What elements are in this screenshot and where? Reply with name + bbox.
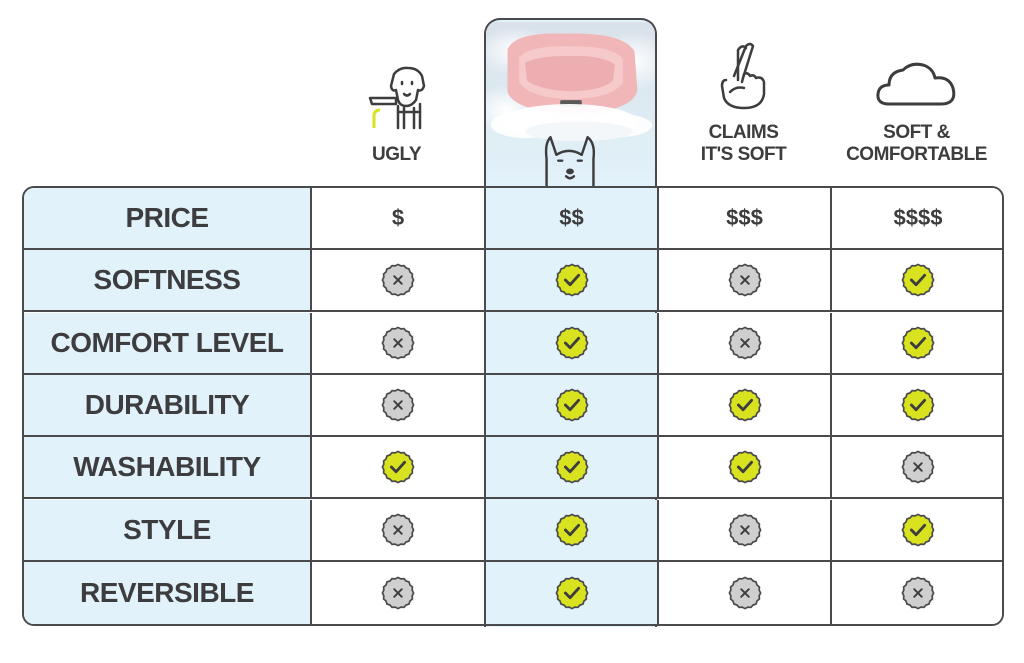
value-cell — [486, 499, 659, 562]
value-cell — [486, 374, 659, 437]
cross-badge-icon — [901, 450, 935, 484]
row-label-cell: DURABILITY — [24, 374, 312, 437]
row-label-cell: SOFTNESS — [24, 250, 312, 313]
dog-peek-icon — [544, 135, 596, 188]
value-cell — [832, 312, 1002, 375]
check-badge-icon — [901, 388, 935, 422]
value-cell — [312, 312, 486, 375]
check-badge-icon — [554, 576, 589, 610]
cross-badge-icon — [381, 263, 415, 297]
row-label: REVERSIBLE — [80, 576, 254, 608]
check-badge-icon — [554, 512, 589, 547]
cloud-icon — [875, 62, 955, 106]
value-cell — [312, 437, 486, 500]
check-badge-icon — [727, 388, 762, 422]
cross-badge-icon — [901, 576, 935, 610]
table-row: STYLE — [24, 499, 1002, 562]
value-cell — [659, 250, 832, 313]
value-cell — [659, 437, 832, 500]
check-badge-icon — [554, 450, 589, 484]
featured-column — [484, 18, 657, 627]
row-label-cell: STYLE — [24, 499, 312, 562]
table-row: SOFTNESS — [24, 250, 1002, 313]
pink-bed-product-photo — [486, 21, 655, 188]
cross-badge-icon — [381, 326, 415, 360]
column-header-claims-soft: CLAIMS IT'S SOFT — [657, 18, 830, 186]
crossed-fingers-icon — [720, 42, 765, 110]
cross-badge-icon — [381, 512, 415, 547]
value-cell — [659, 374, 832, 437]
value-cell — [832, 374, 1002, 437]
check-badge-icon — [554, 263, 589, 297]
column-header-soft-comfortable: SOFT & COMFORTABLE — [830, 18, 1003, 186]
value-cell — [832, 250, 1002, 313]
cross-badge-icon — [727, 326, 762, 360]
row-label: COMFORT LEVEL — [50, 326, 284, 358]
column-label: SOFT & COMFORTABLE — [846, 122, 987, 165]
row-label-cell: WASHABILITY — [24, 437, 312, 500]
cross-badge-icon — [381, 388, 415, 422]
table-row: WASHABILITY — [24, 437, 1002, 500]
check-badge-icon — [901, 326, 935, 360]
row-label: WASHABILITY — [73, 451, 261, 483]
value-cell — [486, 250, 659, 313]
value-cell — [832, 499, 1002, 562]
value-cell: $ — [312, 188, 486, 250]
table-row: REVERSIBLE — [24, 561, 1002, 624]
value-cell — [312, 250, 486, 313]
row-label-cell: REVERSIBLE — [24, 561, 312, 624]
column-label: CLAIMS IT'S SOFT — [700, 122, 787, 165]
check-badge-icon — [381, 450, 415, 484]
column-label: UGLY — [371, 144, 422, 165]
value-cell — [486, 437, 659, 500]
cross-badge-icon — [727, 263, 762, 297]
cross-badge-icon — [727, 576, 762, 610]
value-cell — [832, 561, 1002, 624]
value-cell — [312, 561, 486, 624]
cross-badge-icon — [381, 576, 415, 610]
dog-on-leash-icon — [368, 66, 425, 130]
column-header-ugly: UGLY — [310, 18, 483, 186]
value-cell — [659, 499, 832, 562]
value-cell — [832, 437, 1002, 500]
value-cell — [486, 312, 659, 375]
price-value: $$$ — [726, 205, 763, 230]
comparison-table: PRICE $ $$ $$$ $$$$ SOFTNESS COMFORT LEVEL DURA… — [22, 186, 1004, 626]
row-label: PRICE — [125, 202, 209, 233]
row-label-cell: COMFORT LEVEL — [24, 312, 312, 375]
table-row: COMFORT LEVEL — [24, 312, 1002, 375]
row-label: STYLE — [123, 513, 211, 545]
value-cell — [659, 312, 832, 375]
check-badge-icon — [554, 388, 589, 422]
price-value: $$$$ — [893, 205, 943, 230]
value-cell — [312, 374, 486, 437]
value-cell — [486, 561, 659, 624]
check-badge-icon — [901, 512, 935, 547]
value-cell: $$$$ — [832, 188, 1002, 250]
value-cell: $$ — [486, 188, 659, 250]
row-label-cell: PRICE — [24, 188, 312, 250]
row-label: SOFTNESS — [93, 264, 241, 296]
table-row: DURABILITY — [24, 374, 1002, 437]
value-cell: $$$ — [659, 188, 832, 250]
cross-badge-icon — [727, 512, 762, 547]
price-value: $ — [391, 205, 405, 230]
price-value: $$ — [559, 205, 584, 230]
check-badge-icon — [554, 326, 589, 360]
check-badge-icon — [901, 263, 935, 297]
check-badge-icon — [727, 450, 762, 484]
value-cell — [659, 561, 832, 624]
table-row: PRICE $ $$ $$$ $$$$ — [24, 188, 1002, 250]
value-cell — [312, 499, 486, 562]
row-label: DURABILITY — [84, 388, 250, 420]
